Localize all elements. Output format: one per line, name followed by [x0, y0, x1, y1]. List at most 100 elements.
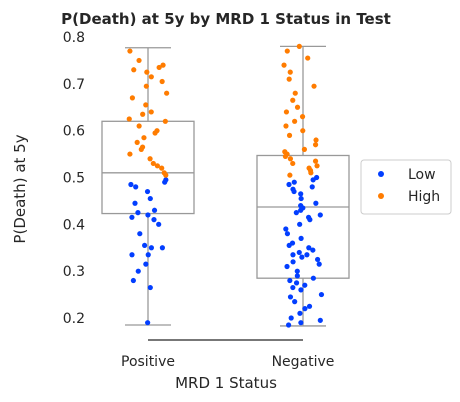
point-high	[301, 146, 308, 152]
point-low	[159, 245, 165, 251]
point-low	[298, 195, 304, 202]
point-high	[284, 48, 290, 54]
point-high	[159, 78, 165, 85]
point-high	[290, 97, 296, 103]
point-low	[292, 299, 298, 305]
point-low	[318, 291, 325, 298]
point-high	[140, 111, 146, 117]
point-low	[287, 294, 294, 300]
point-high	[286, 132, 293, 138]
point-low	[306, 245, 312, 251]
point-low	[144, 188, 151, 195]
point-low	[135, 210, 141, 216]
chart-title: P(Death) at 5y by MRD 1 Status in Test	[61, 10, 391, 28]
point-high	[164, 90, 170, 96]
point-low	[145, 212, 151, 218]
point-low	[306, 303, 313, 309]
point-high	[281, 62, 287, 68]
point-low	[135, 268, 141, 274]
legend[interactable]: Low High	[360, 159, 452, 215]
point-low	[293, 210, 299, 216]
point-low	[299, 254, 305, 260]
point-high	[300, 128, 306, 134]
point-high	[305, 55, 311, 61]
point-low	[147, 284, 153, 291]
y-tick-label: 0.7	[63, 77, 85, 93]
point-low	[316, 261, 322, 267]
point-high	[287, 69, 293, 75]
point-low	[132, 200, 138, 206]
point-low	[156, 221, 162, 227]
point-low	[298, 191, 304, 197]
point-high	[296, 43, 302, 49]
legend-frame	[360, 159, 452, 215]
point-low	[130, 277, 136, 284]
point-low	[291, 179, 297, 185]
point-high	[160, 62, 166, 68]
point-high	[282, 149, 288, 155]
point-high	[283, 109, 290, 115]
point-high	[299, 114, 306, 120]
point-low	[305, 214, 312, 220]
point-low	[314, 174, 320, 181]
point-low	[290, 259, 296, 265]
point-low	[296, 249, 302, 256]
point-high	[141, 135, 147, 141]
point-high	[292, 90, 298, 96]
point-low	[317, 212, 323, 218]
point-low	[313, 200, 319, 206]
point-low	[288, 315, 294, 321]
point-high	[162, 118, 168, 124]
point-low	[310, 275, 316, 281]
point-high	[283, 123, 289, 129]
point-high	[143, 83, 149, 89]
point-high	[161, 170, 167, 176]
point-high	[150, 160, 156, 167]
point-low	[147, 195, 153, 202]
point-low	[290, 186, 296, 192]
point-low	[294, 273, 300, 279]
point-low	[294, 268, 300, 274]
point-high	[287, 156, 294, 162]
point-low	[284, 263, 290, 270]
point-low	[310, 247, 316, 253]
point-low	[290, 284, 296, 291]
point-high	[131, 67, 137, 73]
point-high	[154, 128, 160, 134]
point-low	[302, 306, 308, 312]
point-high	[127, 48, 133, 54]
point-low	[148, 245, 154, 251]
point-high	[148, 109, 154, 115]
point-high	[154, 163, 161, 169]
point-high	[129, 95, 135, 101]
point-low	[143, 261, 149, 267]
point-low	[142, 242, 148, 249]
point-low	[298, 235, 304, 241]
legend-marker-low	[378, 171, 384, 177]
point-low	[298, 320, 304, 326]
point-low	[283, 226, 289, 232]
point-high	[312, 158, 319, 164]
legend-label-high: High	[408, 189, 440, 205]
point-low	[285, 322, 292, 328]
point-low	[309, 184, 315, 190]
point-low	[129, 214, 135, 220]
point-low	[298, 287, 304, 293]
y-tick-label: 0.3	[63, 264, 85, 280]
point-low	[284, 231, 291, 237]
point-high	[134, 139, 140, 145]
point-low	[137, 231, 143, 237]
legend-marker-high	[378, 193, 384, 199]
point-high	[294, 104, 301, 110]
y-tick-label: 0.2	[63, 311, 85, 327]
point-high	[136, 57, 142, 64]
point-high	[314, 163, 320, 169]
x-tick-label: Positive	[121, 354, 175, 370]
point-low	[293, 280, 300, 286]
point-high	[127, 151, 133, 157]
point-low	[287, 277, 293, 284]
point-high	[136, 123, 142, 129]
y-axis-label: P(Death) at 5y	[11, 134, 29, 243]
point-high	[292, 118, 298, 124]
